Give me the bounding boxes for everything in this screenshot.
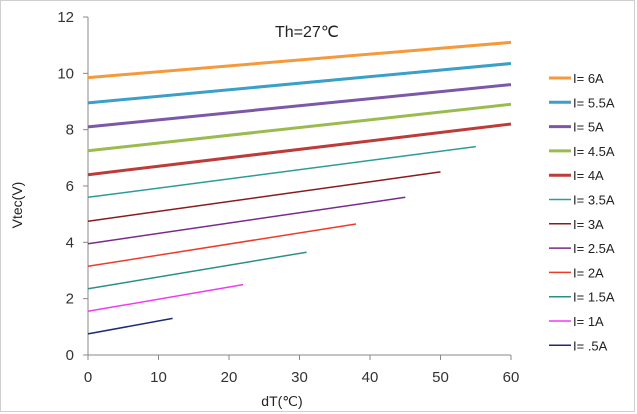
x-tick-label: 0 bbox=[84, 369, 92, 386]
legend-label: I= 2A bbox=[573, 265, 604, 280]
y-tick-label: 0 bbox=[66, 347, 74, 364]
legend-label: I= 5A bbox=[573, 120, 604, 135]
legend-label: I= 1A bbox=[573, 314, 604, 329]
x-tick-label: 40 bbox=[362, 369, 379, 386]
x-tick-label: 30 bbox=[291, 369, 308, 386]
legend: I= 6A I= 5.5A I= 5A I= 4.5A I= 4A I= 3.5A I= 3… bbox=[549, 71, 615, 353]
y-tick-label: 2 bbox=[66, 291, 74, 308]
x-tick-labels: 0 10 20 30 40 50 60 bbox=[84, 355, 520, 386]
series-line-2 bbox=[87, 83, 512, 129]
series-line-1 bbox=[87, 62, 512, 105]
legend-label: I= 4.5A bbox=[573, 144, 615, 159]
series-line-11 bbox=[87, 317, 173, 335]
series-lines bbox=[87, 40, 512, 335]
x-tick-label: 50 bbox=[432, 369, 449, 386]
series-line-8 bbox=[87, 223, 357, 268]
x-tick-label: 20 bbox=[221, 369, 238, 386]
legend-label: I= 1.5A bbox=[573, 290, 615, 305]
legend-label: I= 3.5A bbox=[573, 193, 615, 208]
y-axis-title: Vtec(V) bbox=[9, 182, 25, 229]
series-line-6 bbox=[87, 171, 441, 222]
y-tick-label: 4 bbox=[66, 234, 74, 251]
legend-label: I= 3A bbox=[573, 217, 604, 232]
legend-label: I= 4A bbox=[573, 168, 604, 183]
legend-label: I= 5.5A bbox=[573, 95, 615, 110]
series-line-10 bbox=[87, 283, 244, 313]
x-tick-label: 10 bbox=[150, 369, 167, 386]
series-line-7 bbox=[87, 196, 406, 245]
series-line-9 bbox=[87, 251, 307, 290]
y-tick-label: 12 bbox=[57, 9, 74, 26]
series-line-0 bbox=[87, 40, 512, 80]
legend-label: I= .5A bbox=[573, 338, 608, 353]
x-axis-title: dT(℃) bbox=[261, 393, 302, 409]
chart-annotation: Th=27℃ bbox=[275, 24, 339, 41]
legend-label: I= 6A bbox=[573, 71, 604, 86]
y-tick-label: 8 bbox=[66, 122, 74, 139]
y-tick-labels: 0 2 4 6 8 10 12 bbox=[57, 9, 88, 364]
series-line-3 bbox=[87, 102, 512, 153]
y-tick-label: 6 bbox=[66, 178, 74, 195]
legend-label: I= 2.5A bbox=[573, 241, 615, 256]
series-line-4 bbox=[87, 122, 512, 177]
y-tick-label: 10 bbox=[57, 65, 74, 82]
series-line-5 bbox=[87, 145, 476, 199]
x-tick-label: 60 bbox=[503, 369, 520, 386]
axes bbox=[87, 17, 511, 356]
